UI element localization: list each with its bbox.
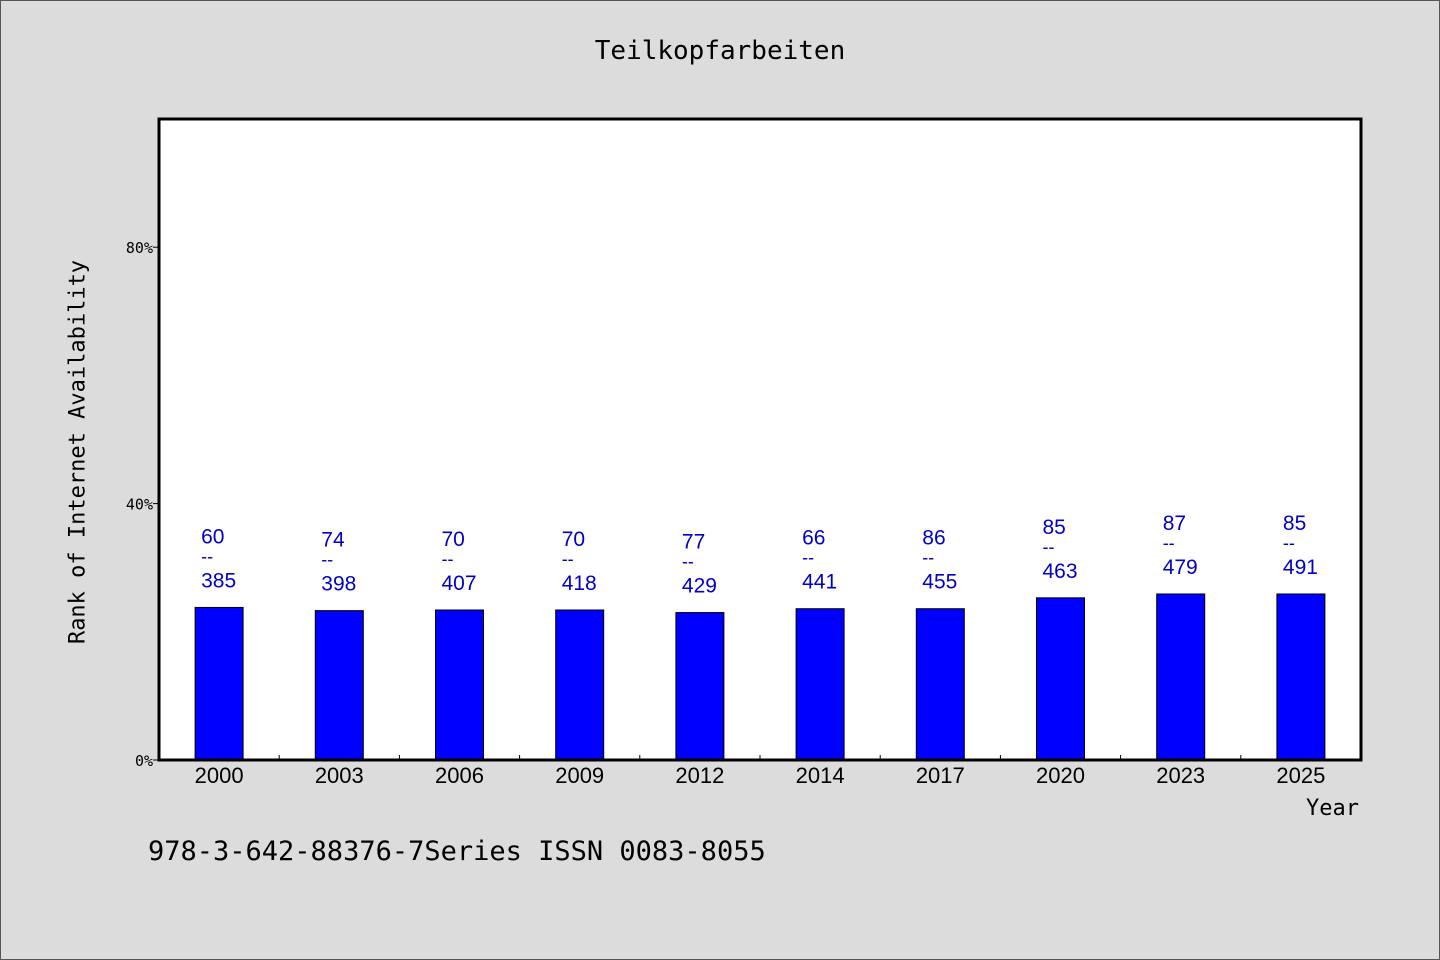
data-label-bottom: 398 [321, 573, 356, 596]
x-tick-label: 2009 [555, 763, 604, 788]
y-tick-label: 80% [126, 239, 153, 257]
data-label-bottom: 418 [562, 572, 597, 595]
bar [795, 608, 845, 761]
data-label-bottom: 407 [442, 572, 477, 595]
x-tick-label: 2023 [1156, 763, 1205, 788]
data-label-separator: -- [802, 548, 814, 568]
plot-border [157, 117, 1363, 762]
data-label-bottom: 385 [201, 569, 236, 592]
data-label-bottom: 463 [1043, 560, 1078, 583]
y-tick-label: 0% [135, 752, 153, 770]
data-label-separator: -- [442, 549, 454, 569]
data-label-top: 85 [1043, 516, 1066, 539]
bar [435, 609, 484, 761]
x-tick-label: 2012 [675, 763, 724, 788]
x-tick-label: 2000 [195, 763, 244, 788]
bar [1276, 593, 1326, 761]
bar [1156, 593, 1206, 761]
data-label-bottom: 479 [1163, 556, 1198, 579]
footer-text: 978-3-642-88376-7Series ISSN 0083-8055 [148, 836, 766, 867]
bar [915, 608, 965, 761]
bar [555, 609, 605, 761]
data-label-top: 87 [1163, 512, 1186, 535]
bar [675, 612, 725, 761]
data-label-top: 66 [802, 527, 825, 550]
bar [194, 606, 244, 761]
data-label-top: 70 [442, 528, 465, 551]
x-tick-label: 2020 [1036, 763, 1085, 788]
data-label-bottom: 441 [802, 571, 837, 594]
data-label-top: 60 [201, 525, 224, 548]
data-label-separator: -- [201, 546, 213, 566]
data-label-top: 86 [922, 527, 945, 550]
data-label-bottom: 491 [1283, 556, 1318, 579]
bar [314, 610, 364, 761]
data-label-bottom: 455 [922, 571, 957, 594]
x-tick-label: 2014 [796, 763, 845, 788]
data-label-separator: -- [321, 550, 333, 570]
data-label-separator: -- [1043, 537, 1055, 557]
data-label-separator: -- [1163, 533, 1175, 553]
data-label-top: 74 [321, 529, 345, 552]
chart-title: Teilkopfarbeiten [594, 36, 846, 66]
data-label-separator: -- [1283, 533, 1295, 553]
data-label-bottom: 429 [682, 575, 717, 598]
x-tick-label: 2006 [435, 763, 484, 788]
x-tick-label: 2025 [1276, 763, 1325, 788]
data-label-top: 77 [682, 531, 705, 554]
bar [1036, 597, 1085, 761]
data-label-separator: -- [682, 552, 694, 572]
x-axis-label: Year [1306, 796, 1359, 821]
data-label-separator: -- [922, 548, 934, 568]
data-label-top: 70 [562, 528, 585, 551]
x-tick-label: 2017 [916, 763, 965, 788]
x-tick-label: 2003 [315, 763, 364, 788]
data-label-top: 85 [1283, 512, 1306, 535]
data-label-separator: -- [562, 549, 574, 569]
y-tick-label: 40% [126, 496, 153, 514]
